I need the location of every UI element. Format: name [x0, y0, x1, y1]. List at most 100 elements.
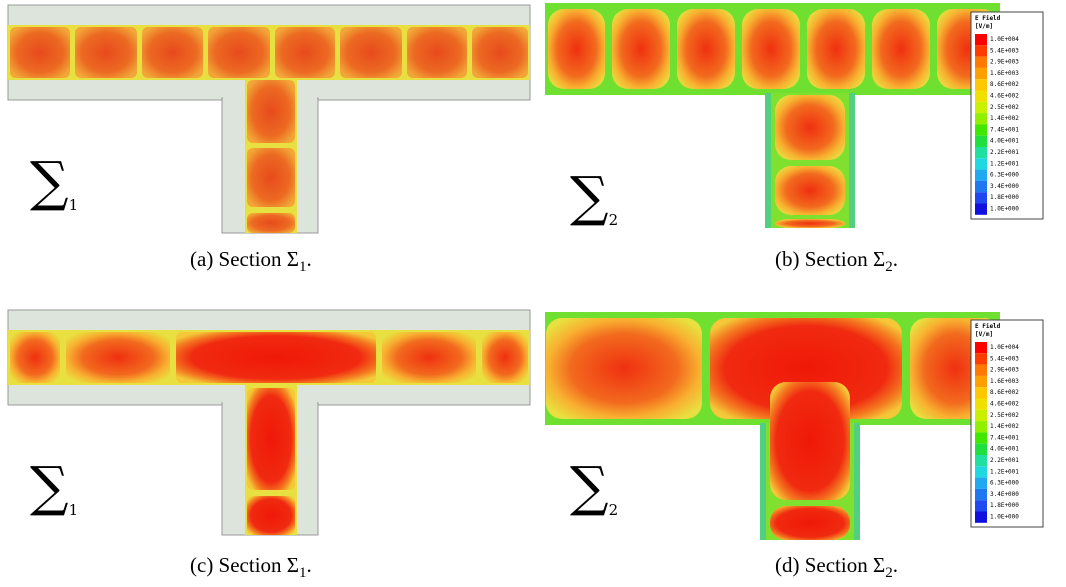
caption-text: (a) Section Σ	[190, 247, 299, 271]
field-cell	[10, 27, 70, 78]
field-cell	[612, 9, 670, 89]
caption-end: .	[893, 247, 898, 271]
field-cell	[10, 332, 60, 383]
legend-entry: 7.4E+001	[990, 434, 1019, 441]
field-cell	[775, 166, 845, 215]
legend-unit: [V/m]	[975, 23, 993, 30]
legend-swatch	[975, 203, 987, 215]
field-cell	[275, 27, 335, 78]
section-symbol: ∑1	[30, 150, 78, 214]
section-symbol-mark: ∑	[30, 150, 69, 213]
legend-swatch	[975, 511, 987, 523]
legend-swatch	[975, 45, 987, 57]
section-symbol-sub: 1	[69, 196, 79, 214]
legend-entry: 1.6E+003	[990, 70, 1019, 77]
legend-swatch	[975, 180, 987, 193]
caption-sub: 2	[885, 565, 893, 581]
field-cell	[247, 213, 295, 233]
caption-text: (c) Section Σ	[190, 553, 299, 577]
legend-entry: 2.2E+001	[990, 457, 1019, 464]
legend-swatch	[975, 466, 987, 478]
color-legend: E Field[V/m] 1.0E+004 5.4E+003 2.9E+003 1.6E…	[970, 11, 1044, 220]
section-symbol-mark: ∑	[30, 455, 69, 518]
caption-end: .	[893, 553, 898, 577]
legend-title: E Field	[975, 323, 1001, 330]
legend-swatch	[975, 90, 987, 102]
legend-entry: 1.0E+000	[990, 206, 1019, 213]
field-cell	[472, 27, 528, 78]
legend-swatch	[975, 477, 987, 489]
legend-swatch	[975, 101, 987, 114]
caption-sub: 1	[299, 259, 307, 275]
section-symbol-sub: 2	[609, 501, 619, 519]
legend-swatch	[975, 192, 987, 204]
legend-swatch	[975, 342, 987, 354]
legend-entry: 8.6E+002	[990, 81, 1019, 88]
legend-swatch	[975, 398, 987, 410]
legend-swatch	[975, 409, 987, 422]
section-symbol-mark: ∑	[570, 455, 609, 518]
legend-entry: 3.4E+000	[990, 183, 1019, 190]
legend-swatch	[975, 169, 987, 181]
legend-swatch	[975, 147, 987, 159]
caption-text: (b) Section Σ	[775, 247, 885, 271]
field-cell	[548, 9, 605, 89]
legend-swatch	[975, 443, 987, 455]
section-symbol-sub: 2	[609, 211, 619, 229]
legend-swatch	[975, 79, 987, 91]
legend-entry: 1.2E+001	[990, 160, 1019, 167]
color-legend: E Field[V/m] 1.0E+004 5.4E+003 2.9E+003 1.6E…	[970, 319, 1044, 528]
caption-end: .	[307, 247, 312, 271]
field-cell	[546, 318, 702, 419]
field-cell	[807, 9, 865, 89]
field-cell	[407, 27, 467, 78]
field-cell	[742, 9, 800, 89]
field-cell	[142, 27, 203, 78]
field-cell	[247, 496, 295, 535]
field-cell	[75, 27, 137, 78]
legend-swatch	[975, 67, 987, 80]
section-symbol-sub: 1	[69, 501, 79, 519]
legend-swatch	[975, 387, 987, 399]
legend-swatch	[975, 124, 987, 136]
legend-swatch	[975, 353, 987, 365]
legend-swatch	[975, 158, 987, 170]
field-cell	[66, 332, 170, 383]
field-cell	[770, 506, 850, 540]
caption-sub: 2	[885, 259, 893, 275]
legend-entry: 1.0E+004	[990, 36, 1019, 43]
legend-entry: 2.5E+002	[990, 412, 1019, 419]
legend-swatch	[975, 500, 987, 512]
legend-entry: 8.6E+002	[990, 389, 1019, 396]
caption-end: .	[307, 553, 312, 577]
legend-swatch	[975, 455, 987, 467]
legend-entry: 5.4E+003	[990, 47, 1019, 54]
legend-entry: 4.6E+002	[990, 93, 1019, 100]
field-cell	[872, 9, 930, 89]
legend-swatch	[975, 364, 987, 376]
field-cell	[775, 95, 845, 160]
caption: (a) Section Σ1.	[190, 247, 312, 275]
caption-sub: 1	[299, 565, 307, 581]
legend-swatch	[975, 375, 987, 388]
legend-unit: [V/m]	[975, 331, 993, 338]
legend-swatch	[975, 56, 987, 68]
legend-swatch	[975, 432, 987, 444]
legend-swatch	[975, 488, 987, 501]
field-cell	[770, 382, 850, 500]
field-cell	[247, 388, 295, 490]
legend-entry: 1.4E+002	[990, 423, 1019, 430]
field-cell	[382, 332, 476, 383]
legend-entry: 1.4E+002	[990, 115, 1019, 122]
legend-entry: 4.0E+001	[990, 446, 1019, 453]
legend-entry: 7.4E+001	[990, 126, 1019, 133]
legend-entry: 1.8E+000	[990, 502, 1019, 509]
legend-swatch	[975, 135, 987, 147]
legend-swatch	[975, 113, 987, 125]
field-cell	[176, 332, 376, 383]
section-symbol: ∑2	[570, 455, 618, 519]
field-cell	[247, 148, 295, 207]
section-symbol-mark: ∑	[570, 165, 609, 228]
field-cell	[482, 332, 528, 383]
